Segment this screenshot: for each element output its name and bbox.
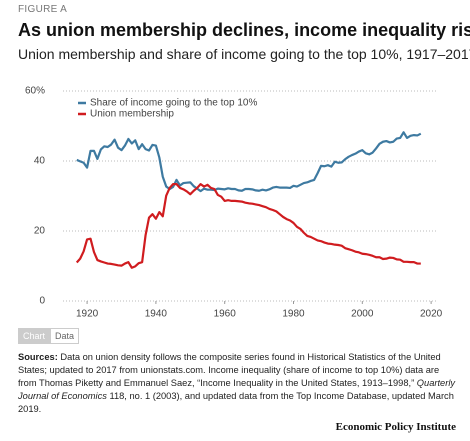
chart-tab[interactable]: Chart xyxy=(18,328,51,344)
series-line xyxy=(75,183,421,269)
y-tick-label: 20 xyxy=(34,226,46,237)
sources-text: 118, no. 1 (2003), and updated data from… xyxy=(18,391,454,414)
x-tick-label: 1980 xyxy=(282,309,305,320)
legend-label: Share of income going to the top 10% xyxy=(90,98,257,109)
sources-label: Sources: xyxy=(18,352,58,362)
sources-note: Sources: Data on union density follows t… xyxy=(18,351,458,416)
x-tick-label: 1960 xyxy=(214,309,237,320)
journal-name: Quarterly Journal of Economics xyxy=(18,378,456,401)
legend-label: Union membership xyxy=(90,109,174,120)
publisher: Economic Policy Institute xyxy=(335,421,456,433)
chart-subtitle: Union membership and share of income goi… xyxy=(18,46,470,62)
view-tabs: Chart Data xyxy=(18,328,80,344)
y-tick-label: 0 xyxy=(39,296,45,307)
x-tick-label: 1920 xyxy=(76,309,99,320)
chart-title: As union membership declines, income ine… xyxy=(18,20,470,40)
sources-text: Data on union density follows the compos… xyxy=(18,352,441,388)
x-tick-label: 2000 xyxy=(351,309,374,320)
y-tick-label: 40 xyxy=(34,156,46,167)
series-line xyxy=(76,131,422,193)
x-tick-label: 1940 xyxy=(145,309,168,320)
chart: 0 20 40 60% 1920 1940 1960 1980 2000 2020 Share of… xyxy=(25,86,443,320)
y-tick-label: 60% xyxy=(25,86,45,97)
figure-label: FIGURE A xyxy=(18,4,68,15)
x-tick-label: 2020 xyxy=(420,309,443,320)
data-tab[interactable]: Data xyxy=(50,328,80,344)
